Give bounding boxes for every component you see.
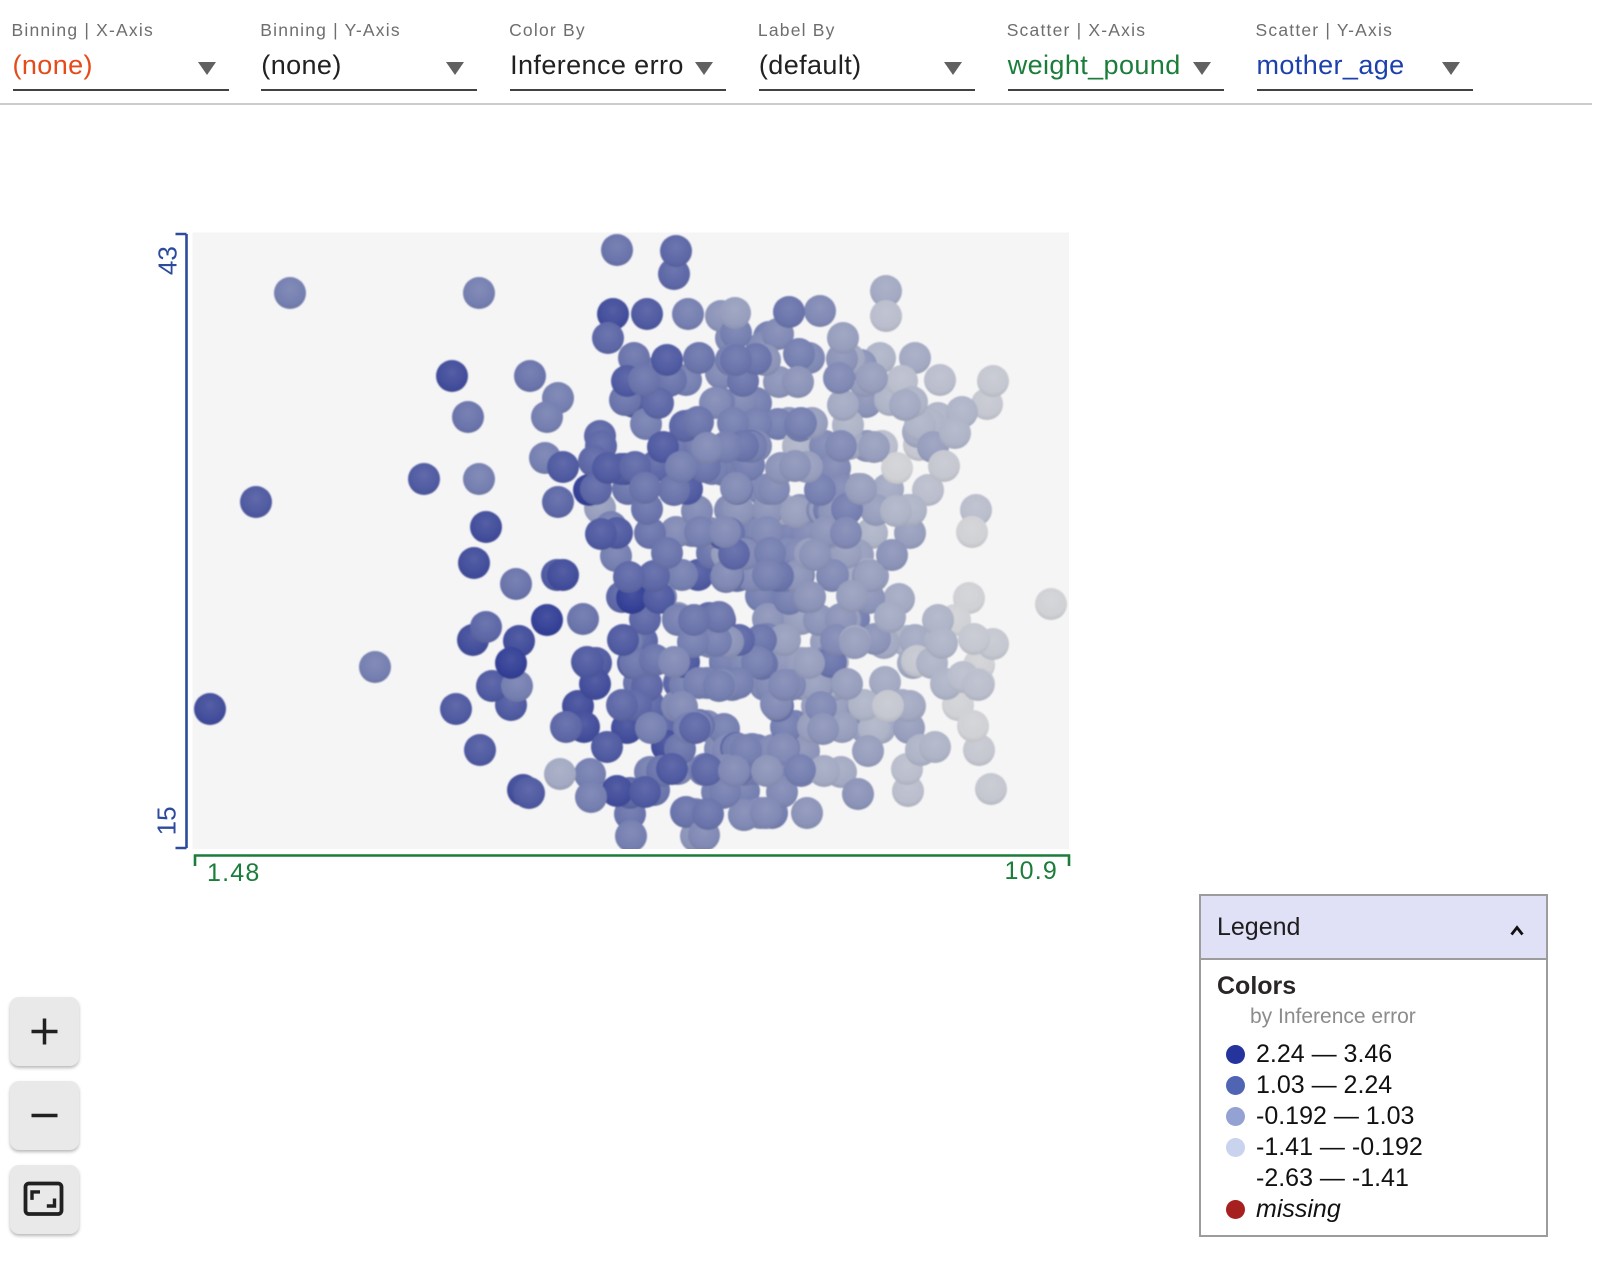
svg-text:10.9: 10.9 xyxy=(1005,857,1058,885)
svg-text:43: 43 xyxy=(152,246,182,275)
svg-text:1.48: 1.48 xyxy=(207,859,260,887)
svg-text:15: 15 xyxy=(152,806,182,835)
